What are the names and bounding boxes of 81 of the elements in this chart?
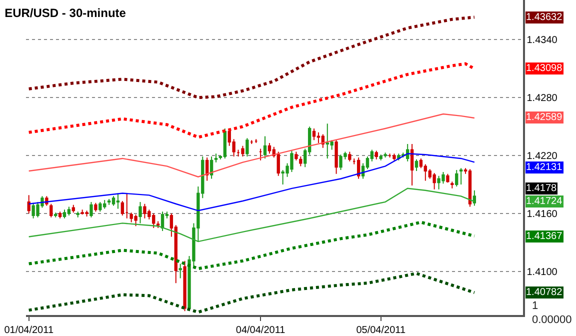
text: 1.40782 [526, 287, 563, 298]
candlestick [348, 151, 352, 162]
line-series [27, 272, 476, 314]
text: 0.00000 [532, 314, 572, 326]
line-series [28, 113, 476, 178]
candlestick [455, 170, 458, 187]
candlestick [250, 140, 254, 144]
line-series [27, 220, 476, 270]
candlestick [62, 209, 66, 219]
text: EUR/USD - 30-minute [4, 6, 126, 20]
candlestick [468, 168, 472, 208]
candlestick [183, 260, 186, 312]
y-tick-label: 1.4280 [526, 93, 558, 104]
line-series [28, 188, 476, 242]
candlestick [76, 211, 80, 218]
text: 1.43098 [526, 63, 563, 74]
candlestick [263, 136, 267, 159]
candlestick [178, 263, 182, 279]
text: 1.43632 [526, 12, 563, 23]
candlestick [50, 203, 53, 218]
candlestick [246, 138, 249, 158]
y-tick-label: 1.4160 [526, 209, 558, 220]
line-series [28, 153, 476, 212]
candlestick [312, 128, 316, 141]
candlestick [90, 201, 93, 218]
candlestick [410, 143, 414, 186]
text: 1.42131 [526, 162, 563, 173]
text: 1.42589 [526, 112, 563, 123]
x-tick-label: 01/04/2011 [4, 324, 54, 336]
line-series [27, 62, 476, 139]
candlestick [379, 154, 382, 161]
candlestick [125, 192, 128, 219]
candlestick [58, 211, 62, 219]
candlestick [316, 132, 320, 144]
candlestick [205, 157, 209, 182]
text: 1.41367 [526, 231, 563, 242]
candlestick [268, 142, 272, 154]
candlestick [374, 150, 378, 160]
candlestick [112, 196, 116, 206]
candlestick [356, 157, 360, 180]
candlestick [241, 145, 244, 158]
candlestick [214, 153, 218, 163]
candlestick [98, 201, 102, 212]
text: 1.41724 [526, 196, 563, 207]
x-tick-label: 05/04/2011 [356, 324, 406, 336]
candlestick [392, 153, 396, 161]
candlestick [94, 202, 98, 212]
candlestick [472, 190, 476, 206]
candlestick [450, 181, 454, 189]
candlestick [67, 206, 71, 216]
candlestick [352, 158, 356, 165]
candlestick [138, 201, 142, 224]
candlestick [254, 138, 258, 144]
candlestick [406, 143, 410, 162]
candlestick [299, 156, 302, 167]
y-tick-label: 1.4220 [526, 151, 558, 162]
candlestick [72, 204, 75, 214]
candlestick [446, 173, 450, 184]
candlestick [276, 151, 280, 176]
candlestick [414, 158, 418, 172]
candlestick [258, 148, 262, 161]
text: 1 [532, 300, 538, 312]
candlestick [27, 194, 30, 214]
x-tick-label: 04/04/2011 [236, 324, 286, 336]
candlestick [54, 212, 58, 218]
candlestick [116, 192, 120, 210]
candlestick [294, 151, 298, 161]
candlestick [432, 172, 436, 190]
text: 1.4178 [526, 183, 558, 194]
candlestick [223, 128, 226, 159]
candlestick [160, 211, 164, 232]
candlestick [107, 198, 111, 206]
y-tick-label: 1.4340 [526, 35, 558, 46]
candlestick [384, 152, 387, 158]
candlestick [156, 220, 160, 229]
candlestick [120, 200, 124, 216]
candlestick [334, 140, 338, 174]
y-tick-label: 1.4100 [526, 267, 558, 278]
line-series [27, 16, 476, 100]
candlestick [459, 168, 463, 186]
candlestick [210, 156, 214, 180]
